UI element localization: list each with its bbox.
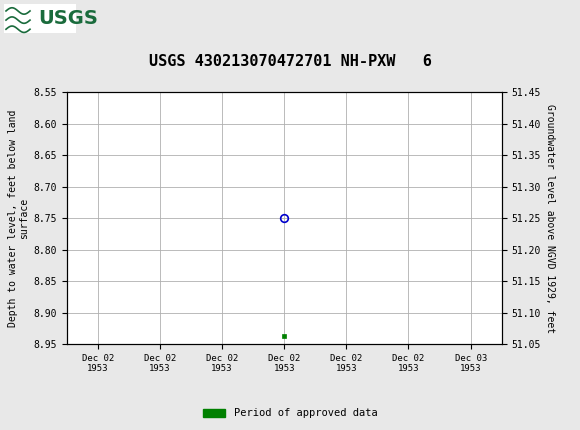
Legend: Period of approved data: Period of approved data	[198, 404, 382, 423]
Text: USGS 430213070472701 NH-PXW   6: USGS 430213070472701 NH-PXW 6	[148, 54, 432, 69]
Text: USGS: USGS	[38, 9, 98, 28]
Y-axis label: Groundwater level above NGVD 1929, feet: Groundwater level above NGVD 1929, feet	[545, 104, 555, 333]
Bar	[4, 3, 76, 33]
Y-axis label: Depth to water level, feet below land
surface: Depth to water level, feet below land su…	[8, 110, 30, 327]
